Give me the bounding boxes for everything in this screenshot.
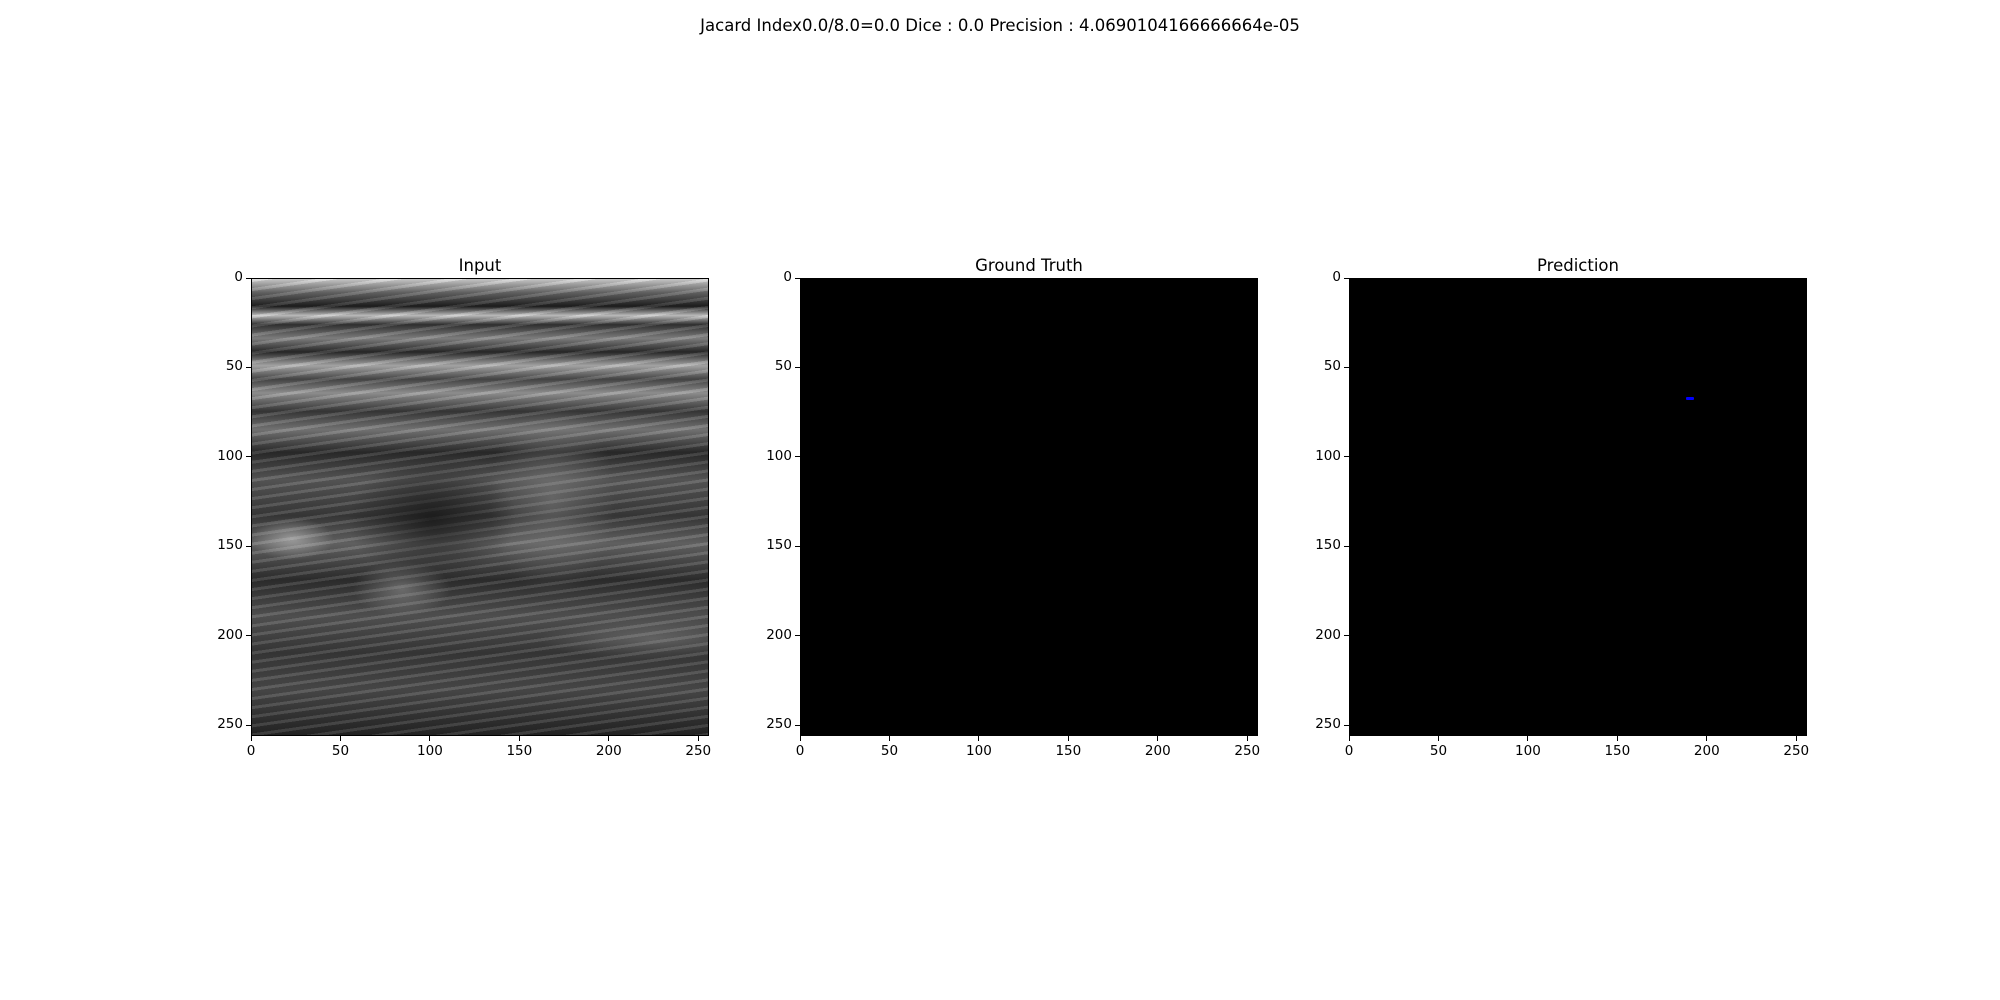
ground-truth-xtick-mark xyxy=(799,736,801,741)
input-xtick-label: 250 xyxy=(685,743,712,759)
prediction-ytick-mark xyxy=(1344,724,1349,726)
input-ytick-mark xyxy=(246,724,251,726)
ground-truth-ytick-label: 50 xyxy=(774,358,792,375)
panel-title-ground-truth: Ground Truth xyxy=(975,256,1083,275)
input-ytick-label: 50 xyxy=(225,358,243,375)
prediction-ytick-label: 150 xyxy=(1315,537,1341,554)
ground-truth-mask xyxy=(800,278,1258,736)
ground-truth-ytick-mark xyxy=(795,366,800,368)
ground-truth-xtick-label: 100 xyxy=(966,743,992,759)
prediction-ytick-mark xyxy=(1344,456,1349,458)
ground-truth-xtick-label: 0 xyxy=(795,743,805,759)
prediction-xtick-label: 200 xyxy=(1693,743,1720,759)
ground-truth-xtick-label: 50 xyxy=(880,743,899,759)
ground-truth-ytick-label: 250 xyxy=(766,716,792,733)
input-xtick-mark xyxy=(339,736,341,741)
input-ytick-mark xyxy=(246,635,251,637)
ground-truth-ytick-label: 200 xyxy=(766,626,792,643)
ground-truth-ytick-mark xyxy=(795,277,800,279)
input-ytick-mark xyxy=(246,545,251,547)
ground-truth-ytick-mark xyxy=(795,635,800,637)
prediction-ytick-mark xyxy=(1344,366,1349,368)
panel-title-prediction: Prediction xyxy=(1537,256,1619,275)
ground-truth-xtick-mark xyxy=(1157,736,1159,741)
ground-truth-xtick-mark xyxy=(1067,736,1069,741)
prediction-xtick-mark xyxy=(1616,736,1618,741)
ground-truth-xtick-mark xyxy=(888,736,890,741)
input-xtick-mark xyxy=(429,736,431,741)
prediction-ytick-mark xyxy=(1344,277,1349,279)
prediction-pixel xyxy=(1685,397,1694,401)
input-xtick-mark xyxy=(697,736,699,741)
prediction-xtick-mark xyxy=(1706,736,1708,741)
prediction-ytick-label: 100 xyxy=(1315,447,1341,464)
input-xtick-label: 100 xyxy=(417,743,443,759)
prediction-xtick-mark xyxy=(1437,736,1439,741)
prediction-ytick-label: 0 xyxy=(1332,269,1341,285)
prediction-ytick-label: 50 xyxy=(1323,358,1341,375)
input-xtick-label: 0 xyxy=(246,743,256,759)
input-xtick-mark xyxy=(608,736,610,741)
panel-title-input: Input xyxy=(458,256,502,275)
ground-truth-xtick-mark xyxy=(978,736,980,741)
prediction-ytick-label: 200 xyxy=(1315,626,1341,643)
input-ytick-mark xyxy=(246,366,251,368)
input-xtick-label: 150 xyxy=(506,743,533,759)
ground-truth-xtick-mark xyxy=(1246,736,1248,741)
prediction-ytick-label: 250 xyxy=(1315,716,1341,733)
input-ytick-mark xyxy=(246,456,251,458)
prediction-xtick-label: 150 xyxy=(1604,743,1631,759)
prediction-ytick-mark xyxy=(1344,545,1349,547)
ground-truth-ytick-label: 0 xyxy=(783,269,792,285)
figure-title: Jacard Index0.0/8.0=0.0 Dice : 0.0 Preci… xyxy=(700,16,1300,35)
input-ytick-label: 150 xyxy=(217,537,243,554)
input-image xyxy=(251,278,709,736)
ground-truth-ytick-mark xyxy=(795,545,800,547)
ground-truth-ytick-mark xyxy=(795,456,800,458)
ground-truth-xtick-label: 150 xyxy=(1055,743,1082,759)
input-xtick-label: 200 xyxy=(595,743,622,759)
input-ytick-mark xyxy=(246,277,251,279)
prediction-xtick-label: 100 xyxy=(1515,743,1541,759)
prediction-xtick-label: 250 xyxy=(1783,743,1810,759)
ground-truth-xtick-label: 250 xyxy=(1234,743,1261,759)
prediction-xtick-label: 50 xyxy=(1429,743,1448,759)
input-ytick-label: 0 xyxy=(234,269,243,285)
ground-truth-xtick-label: 200 xyxy=(1144,743,1171,759)
input-xtick-mark xyxy=(250,736,252,741)
input-ytick-label: 250 xyxy=(217,716,243,733)
ground-truth-ytick-mark xyxy=(795,724,800,726)
prediction-xtick-mark xyxy=(1795,736,1797,741)
ground-truth-ytick-label: 150 xyxy=(766,537,792,554)
input-xtick-mark xyxy=(518,736,520,741)
input-xtick-label: 50 xyxy=(331,743,350,759)
prediction-mask xyxy=(1349,278,1807,736)
prediction-xtick-mark xyxy=(1527,736,1529,741)
prediction-ytick-mark xyxy=(1344,635,1349,637)
prediction-xtick-mark xyxy=(1348,736,1350,741)
input-ytick-label: 100 xyxy=(217,447,243,464)
prediction-xtick-label: 0 xyxy=(1344,743,1354,759)
input-ytick-label: 200 xyxy=(217,626,243,643)
ground-truth-ytick-label: 100 xyxy=(766,447,792,464)
